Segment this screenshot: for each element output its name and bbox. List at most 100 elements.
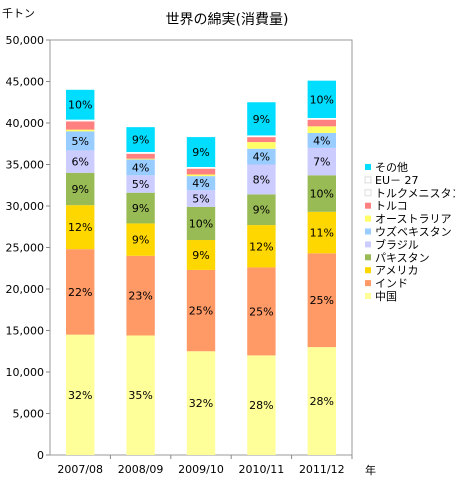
- data-label: 25%: [310, 294, 334, 307]
- data-label: 28%: [310, 395, 334, 408]
- legend-swatch: [365, 215, 371, 222]
- bar-segment: [126, 255, 155, 336]
- y-tick-label: 45,000: [6, 76, 45, 89]
- bar-segment: [186, 240, 216, 270]
- legend-label: トルクメニスタン: [375, 187, 455, 200]
- bar-segment: [307, 347, 336, 455]
- x-tick-label: 2007/08: [57, 463, 103, 476]
- bar-segment: [66, 131, 95, 151]
- bar-segment: [307, 118, 336, 120]
- data-label: 32%: [68, 389, 92, 402]
- bar-segment: [66, 129, 95, 132]
- legend-swatch: [365, 228, 371, 235]
- bar-segment: [247, 148, 276, 165]
- bar-segment: [247, 267, 276, 356]
- bar-segment: [247, 194, 276, 226]
- y-tick-label: 30,000: [6, 200, 45, 213]
- bar-segment: [126, 159, 155, 176]
- x-axis-label: 年: [365, 463, 376, 477]
- legend-swatch: [365, 280, 371, 287]
- y-tick-label: 20,000: [6, 283, 45, 296]
- bar-segment: [66, 172, 95, 206]
- bar-segment: [126, 152, 155, 154]
- y-tick-label: 15,000: [6, 325, 45, 338]
- bar-segment: [186, 351, 216, 455]
- bars-group: 32% 22% 12% 9% 6% 5% 10% 35% 23% 9% 9% 5% 4% 9% 32% 25%…: [66, 80, 336, 455]
- legend-label: オーストラリア: [375, 213, 451, 226]
- bar-segment: [186, 190, 216, 207]
- bar-segment: [307, 253, 336, 348]
- y-tick-label: 50,000: [6, 34, 45, 47]
- bar-segment: [66, 334, 95, 455]
- y-tick-label: 40,000: [6, 117, 45, 130]
- bar-segment: [66, 150, 95, 173]
- y-axis-label: 千トン: [2, 7, 35, 20]
- bar-segment: [126, 127, 155, 153]
- y-tick-label: 10,000: [6, 366, 45, 379]
- data-label: 25%: [189, 305, 213, 318]
- data-label: 10%: [68, 99, 92, 112]
- bar-segment: [126, 152, 155, 153]
- bar-segment: [66, 121, 95, 130]
- data-label: 5%: [71, 135, 88, 148]
- legend-swatch: [365, 254, 371, 261]
- bar-segment: [247, 102, 276, 136]
- legend-swatch: [364, 176, 372, 184]
- data-label: 32%: [189, 397, 213, 410]
- data-label: 6%: [71, 156, 88, 169]
- legend-swatch: [365, 267, 371, 274]
- bar-segment: [247, 355, 276, 455]
- bar-segment: [66, 89, 95, 120]
- legend-label: アメリカ: [375, 264, 418, 277]
- bar-segment: [186, 167, 216, 169]
- legend-swatch: [365, 202, 371, 209]
- data-label: 9%: [71, 183, 88, 196]
- data-label: 23%: [128, 290, 152, 303]
- bar-segment: [126, 223, 155, 256]
- data-label: 12%: [249, 240, 273, 253]
- data-label: 9%: [253, 204, 270, 217]
- legend-label: トルコ: [375, 200, 408, 213]
- bar-segment: [186, 166, 216, 168]
- data-label: 12%: [68, 221, 92, 234]
- bar-segment: [307, 147, 336, 176]
- data-label: 22%: [68, 286, 92, 299]
- bar-segment: [307, 119, 336, 127]
- data-label: 4%: [253, 151, 270, 164]
- bar-segment: [186, 137, 216, 167]
- bar-segment: [247, 164, 276, 195]
- data-label: 8%: [253, 173, 270, 186]
- bar-segment: [307, 211, 336, 254]
- bar-segment: [307, 80, 336, 119]
- bar-segment: [247, 135, 276, 137]
- bar-segment: [307, 175, 336, 212]
- legend-label: ウズベキスタン: [375, 225, 452, 239]
- data-label: 4%: [132, 161, 149, 174]
- legend-swatch: [365, 164, 371, 170]
- bar-segment: [307, 126, 336, 133]
- bar-segment: [66, 205, 95, 250]
- bar-segment: [186, 206, 216, 241]
- data-label: 10%: [310, 93, 334, 106]
- bar-segment: [247, 137, 276, 143]
- data-label: 35%: [128, 389, 152, 402]
- data-label: 7%: [313, 156, 330, 169]
- legend-swatch: [365, 293, 371, 299]
- legend-label: パキスタン: [375, 251, 430, 264]
- legend-label: その他: [375, 161, 408, 174]
- legend-swatch: [365, 241, 371, 248]
- bar-segment: [126, 175, 155, 193]
- x-tick-label: 2009/10: [178, 463, 224, 476]
- bar-segment: [186, 174, 216, 177]
- data-label: 28%: [249, 399, 273, 412]
- y-tick-label: 5,000: [13, 408, 45, 421]
- legend-swatch: [364, 189, 372, 197]
- bar-segment: [186, 168, 216, 175]
- x-tick-label: 2011/12: [299, 463, 345, 476]
- data-label: 11%: [310, 227, 334, 240]
- bar-segment: [66, 249, 95, 335]
- legend-label: インド: [375, 277, 408, 290]
- x-tick-label: 2010/11: [239, 463, 285, 476]
